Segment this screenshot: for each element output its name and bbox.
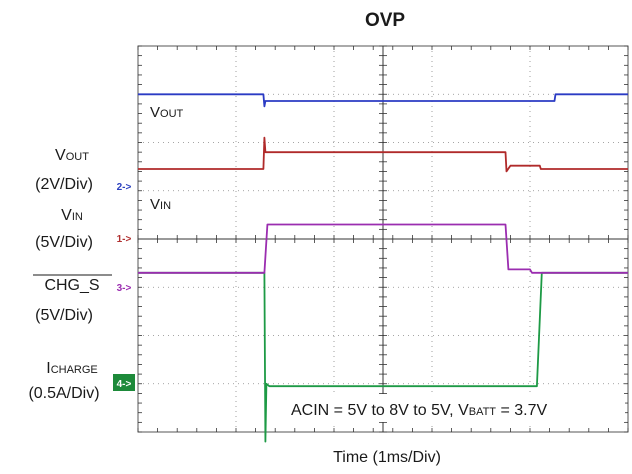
channel-name-sub: CHARGE [51,364,98,376]
channel-labels: VOUT(2V/Div) 2->VIN(5V/Div) 1->CHG_S(5V/Di… [28,147,135,402]
channel-name-sub: OUT [66,151,90,163]
plot-traces [138,93,628,443]
chart-title: OVP [365,10,405,31]
channel-name-main: V [55,147,66,164]
vin-trace-label: VIN [150,196,171,213]
trace-icharge [138,271,628,443]
channel-scale: (5V/Div) [35,307,93,324]
trace-vin [138,136,628,173]
channel-name-main: V [61,207,72,224]
channel-marker: 3-> [117,283,132,294]
channel-marker: 1-> [117,234,132,245]
channel-marker-box [113,374,135,391]
channel-name: VOUT [55,147,89,164]
channel-name-sub: IN [72,211,83,223]
channel-scale: (2V/Div) [35,176,93,193]
vout-trace-label: VOUT [150,104,184,121]
annotation-box: ACIN = 5V to 8V to 5V, VBATT = 3.7V [287,394,625,422]
x-axis-label: Time (1ms/Div) [333,449,441,466]
annotation-text: ACIN = 5V to 8V to 5V, VBATT = 3.7V [291,402,548,419]
channel-scale: (0.5A/Div) [28,385,99,402]
channel-name: ICHARGE [46,360,98,377]
channel-name: CHG_S [44,277,99,294]
channel-name-main: I [46,360,50,377]
trace-vout [138,93,628,108]
plot-grid [137,45,629,433]
trace-chg-s [138,223,628,274]
channel-name-main: CHG_S [44,277,99,294]
channel-marker: 2-> [117,182,132,193]
channel-marker: 4-> [117,379,132,390]
channel-scale: (5V/Div) [35,234,93,251]
channel-name: VIN [61,207,83,224]
